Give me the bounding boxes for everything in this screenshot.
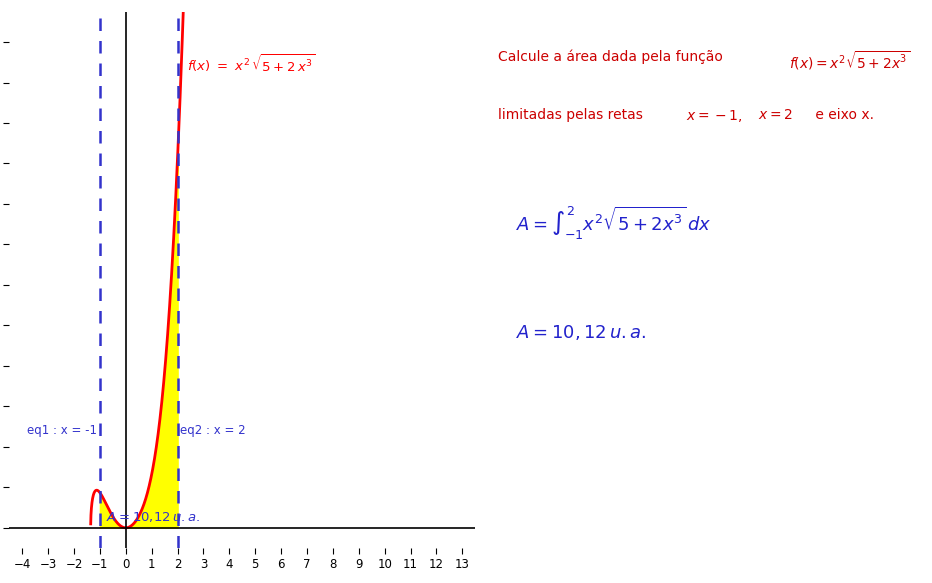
Text: $x = 2$: $x = 2$ [758, 108, 792, 122]
Text: $A = 10,\!12\,u.a.$: $A = 10,\!12\,u.a.$ [105, 510, 200, 524]
Text: eq1 : x = -1: eq1 : x = -1 [27, 424, 97, 437]
Text: eq2 : x = 2: eq2 : x = 2 [180, 424, 246, 437]
Text: e eixo x.: e eixo x. [811, 108, 874, 122]
Text: $x = -1,$: $x = -1,$ [686, 108, 743, 124]
Text: limitadas pelas retas: limitadas pelas retas [498, 108, 643, 122]
Text: $A = 10,12\,u.a.$: $A = 10,12\,u.a.$ [516, 323, 647, 342]
Text: $f(x)\ =\ x^2\,\sqrt{5+2\,x^3}$: $f(x)\ =\ x^2\,\sqrt{5+2\,x^3}$ [187, 52, 315, 74]
Text: Calcule a área dada pela função: Calcule a área dada pela função [498, 49, 723, 64]
Text: $f(x)=x^2\sqrt{5+2x^3}$: $f(x)=x^2\sqrt{5+2x^3}$ [788, 49, 910, 72]
Text: $A = \int_{-1}^{2} x^2\sqrt{5+2x^3}\,dx$: $A = \int_{-1}^{2} x^2\sqrt{5+2x^3}\,dx$ [516, 205, 712, 242]
